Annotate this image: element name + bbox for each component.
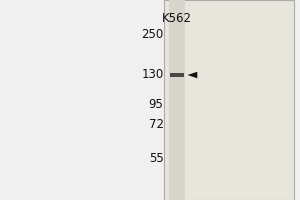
Bar (164, 0, 294, 200)
Bar (170, 73, 184, 77)
Polygon shape (188, 72, 197, 78)
Text: 55: 55 (149, 152, 164, 164)
Text: 95: 95 (148, 98, 164, 112)
Text: K562: K562 (162, 12, 192, 25)
Text: 250: 250 (141, 28, 164, 42)
Text: 72: 72 (148, 118, 164, 132)
Text: 130: 130 (141, 68, 164, 82)
Bar (169, 0, 184, 200)
